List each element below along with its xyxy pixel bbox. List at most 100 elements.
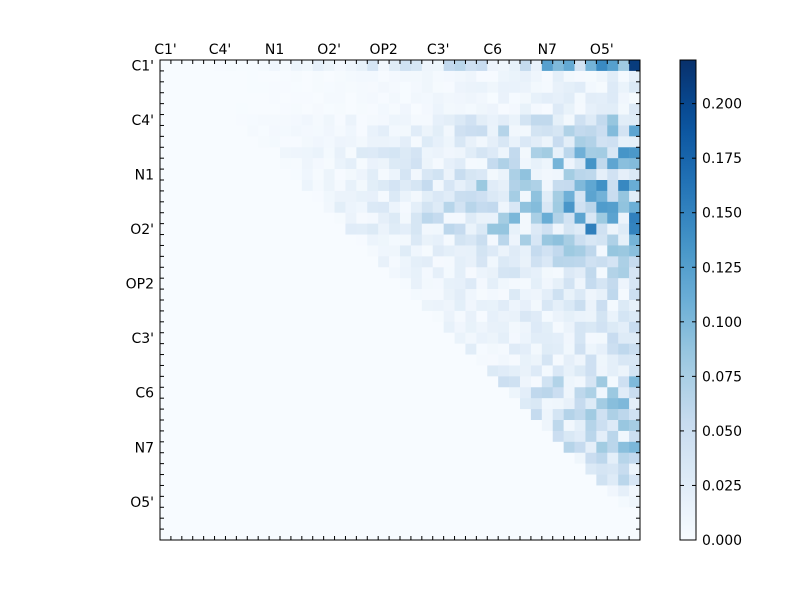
colorbar-tick-label: 0.050 bbox=[702, 424, 742, 440]
heatmap-cell bbox=[487, 81, 499, 94]
heatmap-cell bbox=[596, 343, 608, 355]
heatmap-cell bbox=[410, 81, 423, 94]
heatmap-cell bbox=[225, 343, 237, 355]
heatmap-cell bbox=[203, 354, 215, 366]
heatmap-cell bbox=[509, 169, 521, 181]
heatmap-cell bbox=[454, 518, 466, 530]
heatmap-cell bbox=[345, 278, 357, 290]
heatmap-cell bbox=[160, 103, 172, 115]
heatmap-cell bbox=[203, 387, 215, 399]
heatmap-cell bbox=[181, 147, 194, 159]
heatmap-cell bbox=[203, 256, 215, 268]
heatmap-cell bbox=[400, 310, 412, 323]
heatmap-cell bbox=[258, 485, 270, 497]
heatmap-cell bbox=[454, 387, 466, 399]
heatmap-cell bbox=[225, 92, 237, 104]
heatmap-cell bbox=[618, 289, 630, 301]
heatmap-cell bbox=[443, 147, 455, 159]
heatmap-cell bbox=[301, 300, 314, 312]
heatmap-cell bbox=[247, 507, 259, 519]
heatmap-cell bbox=[530, 310, 543, 323]
heatmap-cell bbox=[443, 125, 455, 137]
heatmap-cell bbox=[410, 376, 423, 388]
heatmap-cell bbox=[476, 125, 488, 137]
heatmap-cell bbox=[312, 474, 324, 486]
heatmap-cell bbox=[432, 147, 444, 159]
heatmap-cell bbox=[214, 452, 226, 464]
heatmap-cell bbox=[454, 92, 466, 104]
heatmap-cell bbox=[323, 420, 335, 432]
heatmap-cell bbox=[465, 60, 477, 72]
heatmap-cell bbox=[400, 409, 412, 421]
heatmap-cell bbox=[629, 169, 641, 181]
heatmap-cell bbox=[629, 278, 641, 290]
heatmap-cell bbox=[345, 158, 357, 170]
heatmap-cell bbox=[356, 245, 368, 257]
heatmap-cell bbox=[345, 234, 357, 246]
heatmap-cell bbox=[487, 267, 499, 279]
heatmap-cell bbox=[170, 158, 183, 170]
heatmap-cell bbox=[596, 267, 608, 279]
heatmap-cell bbox=[618, 441, 630, 454]
heatmap-cell bbox=[454, 180, 466, 192]
heatmap-cell bbox=[247, 70, 259, 83]
heatmap-cell bbox=[214, 463, 226, 475]
heatmap-cell bbox=[585, 114, 597, 126]
heatmap-cell bbox=[312, 147, 324, 159]
heatmap-cell bbox=[400, 125, 412, 137]
heatmap-cell bbox=[541, 180, 554, 192]
heatmap-cell bbox=[269, 70, 281, 83]
heatmap-cell bbox=[225, 496, 237, 508]
heatmap-cell bbox=[454, 409, 466, 421]
heatmap-cell bbox=[160, 289, 172, 301]
heatmap-cell bbox=[170, 81, 183, 94]
heatmap-cell bbox=[585, 256, 597, 268]
heatmap-cell bbox=[160, 256, 172, 268]
heatmap-cell bbox=[476, 496, 488, 508]
heatmap-cell bbox=[170, 343, 183, 355]
heatmap-cell bbox=[541, 354, 554, 366]
heatmap-cell bbox=[465, 343, 477, 355]
heatmap-cell bbox=[498, 518, 510, 530]
heatmap-cell bbox=[498, 180, 510, 192]
heatmap-cell bbox=[170, 201, 183, 214]
heatmap-cell bbox=[203, 201, 215, 214]
heatmap-cell bbox=[400, 201, 412, 214]
heatmap-cell bbox=[181, 256, 194, 268]
heatmap-cell bbox=[160, 267, 172, 279]
heatmap-cell bbox=[378, 343, 390, 355]
heatmap-cell bbox=[378, 529, 390, 541]
heatmap-cell bbox=[618, 256, 630, 268]
heatmap-cell bbox=[629, 365, 641, 377]
heatmap-cell bbox=[563, 420, 575, 432]
heatmap-cell bbox=[487, 376, 499, 388]
heatmap-cell bbox=[280, 452, 292, 464]
heatmap-cell bbox=[214, 60, 226, 72]
heatmap-cell bbox=[541, 256, 554, 268]
heatmap-cell bbox=[552, 158, 564, 170]
heatmap-cell bbox=[585, 496, 597, 508]
heatmap-cell bbox=[509, 343, 521, 355]
heatmap-cell bbox=[585, 136, 597, 148]
heatmap-cell bbox=[323, 190, 335, 203]
heatmap-cell bbox=[574, 212, 586, 224]
heatmap-cell bbox=[312, 103, 324, 115]
heatmap-cell bbox=[487, 321, 499, 334]
heatmap-cell bbox=[203, 507, 215, 519]
heatmap-cell bbox=[280, 169, 292, 181]
heatmap-cell bbox=[192, 180, 204, 192]
heatmap-cell bbox=[269, 289, 281, 301]
heatmap-cell bbox=[563, 365, 575, 377]
heatmap-cell bbox=[312, 343, 324, 355]
heatmap-cell bbox=[170, 60, 183, 72]
heatmap-cell bbox=[160, 136, 172, 148]
heatmap-cell bbox=[160, 496, 172, 508]
heatmap-cell bbox=[541, 278, 554, 290]
heatmap-cell bbox=[225, 81, 237, 94]
heatmap-cell bbox=[214, 343, 226, 355]
heatmap-cell bbox=[258, 201, 270, 214]
heatmap-cell bbox=[301, 81, 314, 94]
heatmap-cell bbox=[520, 332, 532, 344]
heatmap-cell bbox=[629, 190, 641, 203]
heatmap-cell bbox=[454, 507, 466, 519]
